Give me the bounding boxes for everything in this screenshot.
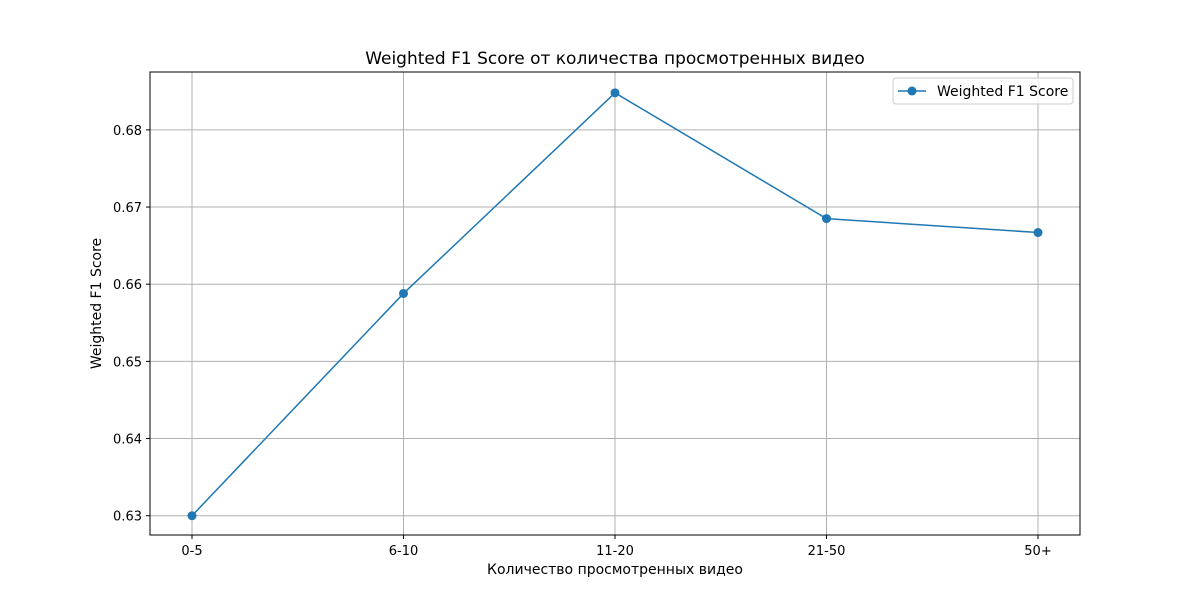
data-point [1033,228,1043,238]
data-point [187,511,197,521]
chart-title: Weighted F1 Score от количества просмотр… [365,49,865,69]
data-point [822,214,831,224]
y-tick-label: 0.64 [113,433,142,448]
legend: Weighted F1 Score [892,77,1074,105]
x-tick-label: 21-50 [808,544,846,559]
x-tick-label: 6-10 [389,544,419,559]
x-tick-label: 50+ [1024,544,1051,559]
y-tick-label: 0.68 [113,124,142,139]
axes: 0-5 6-10 11-20 21-50 50+ 0.63 0.64 0.65 0.66 0.67… [113,124,1052,559]
y-tick-label: 0.65 [113,355,142,370]
legend-marker [907,86,917,96]
legend-box [892,77,1074,105]
y-tick-label: 0.67 [113,201,142,216]
data-point [399,288,408,298]
y-axis-label: Weighted F1 Score [89,238,105,369]
x-tick-label: 11-20 [596,544,634,559]
x-tick-label: 0-5 [181,544,202,559]
x-axis-label: Количество просмотренных видео [487,562,743,578]
plot-series [187,88,1043,521]
y-tick-label: 0.63 [113,510,142,525]
y-tick-label: 0.66 [113,278,142,293]
grid [150,72,1080,535]
data-point [610,88,620,98]
legend-label: Weighted F1 Score [937,84,1068,100]
